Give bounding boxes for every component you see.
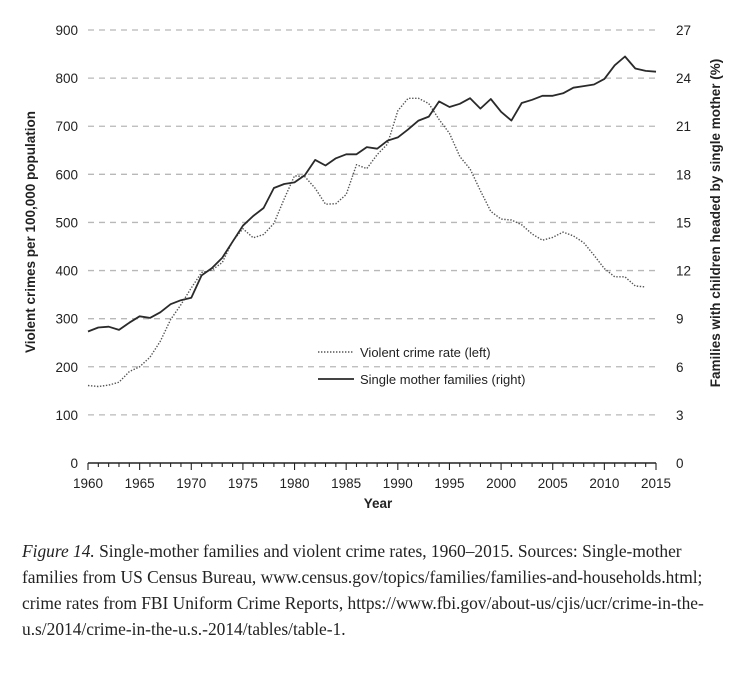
single-mother-line (87, 55, 657, 333)
x-tick-label: 1980 (280, 476, 310, 491)
gridlines (88, 29, 656, 416)
y-left-tick-label: 200 (55, 360, 78, 375)
x-tick-label: 1960 (73, 476, 103, 491)
x-tick-label: 2015 (641, 476, 671, 491)
x-tick-label: 1995 (434, 476, 464, 491)
y-right-tick-label: 0 (676, 456, 684, 471)
y-axis-right-title: Families with children headed by single … (708, 59, 723, 388)
y-left-tick-label: 600 (55, 167, 78, 182)
legend-label: Violent crime rate (left) (360, 345, 491, 360)
x-tick-label: 2010 (589, 476, 619, 491)
legend: Violent crime rate (left) Single mother f… (318, 345, 525, 387)
y-right-tick-label: 24 (676, 71, 692, 86)
y-left-tick-label: 500 (55, 215, 78, 230)
series-lines (87, 55, 657, 388)
y-right-tick-label: 3 (676, 408, 684, 423)
y-left-tick-label: 300 (55, 312, 78, 327)
caption-text: Single-mother families and violent crime… (22, 541, 704, 639)
y-axis-left-title: Violent crimes per 100,000 population (23, 111, 38, 353)
x-tick-label: 2005 (538, 476, 568, 491)
y-right-tick-label: 12 (676, 264, 691, 279)
y-right-tick-label: 21 (676, 119, 691, 134)
x-tick-label: 1970 (176, 476, 206, 491)
y-left-tick-label: 0 (70, 456, 78, 471)
dual-axis-line-chart: 1960 1965 1970 1975 1980 1985 1990 1995 2000 2005… (23, 23, 723, 511)
violent-crime-line (87, 97, 646, 388)
y-right-tick-label: 18 (676, 167, 691, 182)
y-left-tick-label: 800 (55, 71, 78, 86)
x-tick-label: 1965 (125, 476, 155, 491)
x-axis-title: Year (364, 496, 393, 511)
y-right-tick-label: 15 (676, 215, 691, 230)
y-right-tick-label: 9 (676, 312, 684, 327)
figure-caption: Figure 14. Single-mother families and vi… (22, 538, 732, 642)
x-tick-label: 1975 (228, 476, 258, 491)
y-left-tick-label: 700 (55, 119, 78, 134)
x-tick-label: 2000 (486, 476, 516, 491)
y-left-tick-label: 900 (55, 23, 78, 38)
x-tick-label: 1985 (331, 476, 361, 491)
figure-label: Figure 14. (22, 541, 95, 561)
legend-label: Single mother families (right) (360, 372, 525, 387)
y-left-tick-label: 400 (55, 264, 78, 279)
y-left-tick-label: 100 (55, 408, 78, 423)
y-right-tick-label: 27 (676, 23, 691, 38)
y-right-tick-label: 6 (676, 360, 684, 375)
axes: 1960 1965 1970 1975 1980 1985 1990 1995 2000 2005… (55, 23, 691, 491)
x-tick-label: 1990 (383, 476, 413, 491)
